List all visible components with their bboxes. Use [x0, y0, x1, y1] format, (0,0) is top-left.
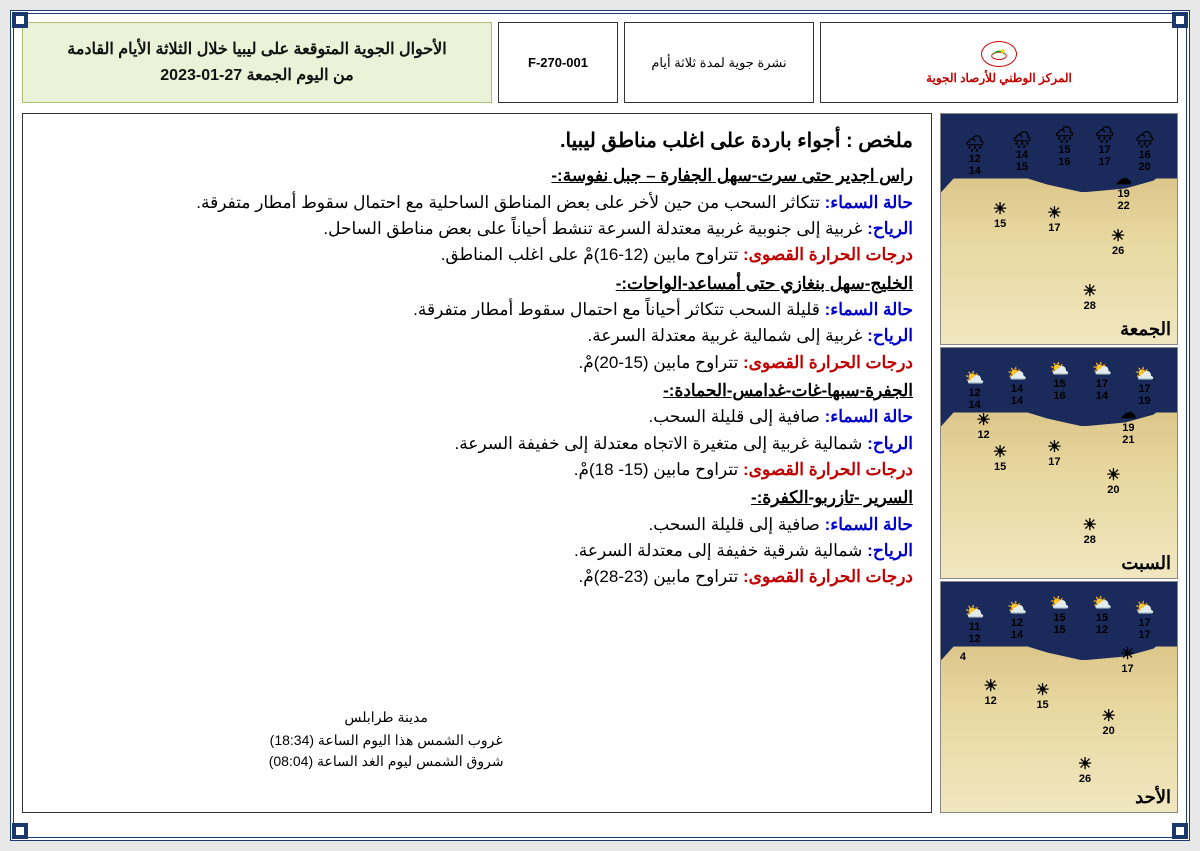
temp-line: درجات الحرارة القصوى: تتراوح مابين (15-2… — [41, 350, 913, 376]
forecast-map: ⛅1112 ⛅1214 ⛅1515 ⛅1512 ⛅1717☀17 4 ☀12 ☀15 ☀20 ☀2… — [940, 581, 1178, 813]
wind-label: الرياح: — [867, 219, 913, 238]
sky-label: حالة السماء: — [825, 300, 913, 319]
weather-point: ☀17 — [1047, 206, 1061, 234]
weather-point: ⛅1414 — [1007, 367, 1027, 407]
temp-line: درجات الحرارة القصوى: تتراوح مابين (23-2… — [41, 564, 913, 590]
temp-label: درجات الحرارة القصوى: — [743, 245, 913, 264]
weather-point: ☀15 — [993, 445, 1007, 473]
wind-line: الرياح: شمالية شرقية خفيفة إلى معتدلة ال… — [41, 538, 913, 564]
sky-line: حالة السماء: تتكاثر السحب من حين لأخر عل… — [41, 190, 913, 216]
title-line1: الأحوال الجوية المتوقعة على ليبيا خلال ا… — [67, 37, 446, 63]
weather-point: ☀28 — [1083, 518, 1097, 546]
corner-ornament — [12, 12, 28, 28]
weather-point: 🌧1214 — [965, 137, 985, 177]
temp-label: درجات الحرارة القصوى: — [743, 460, 913, 479]
form-code: F-270-001 — [498, 22, 618, 103]
region-block: السرير -تازربو-الكفرة:-حالة السماء: صافي… — [41, 485, 913, 590]
weather-point: ⛅1515 — [1050, 596, 1070, 636]
map-day-label: الأحد — [1135, 787, 1171, 808]
sky-line: حالة السماء: صافية إلى قليلة السحب. — [41, 512, 913, 538]
wind-line: الرياح: شمالية غربية إلى متغيرة الاتجاه … — [41, 431, 913, 457]
sky-label: حالة السماء: — [825, 515, 913, 534]
temp-line: درجات الحرارة القصوى: تتراوح مابين (15- … — [41, 457, 913, 483]
weather-point: ☀20 — [1106, 468, 1120, 496]
wind-label: الرياح: — [867, 541, 913, 560]
weather-point: ☀15 — [1035, 683, 1049, 711]
bulletin-type: نشرة جوية لمدة ثلاثة أيام — [624, 22, 814, 103]
sunrise-time: شروق الشمس ليوم الغد الساعة (08:04) — [269, 751, 504, 772]
weather-point: 🌧1516 — [1054, 128, 1074, 168]
sky-label: حالة السماء: — [825, 193, 913, 212]
region-name: السرير -تازربو-الكفرة:- — [41, 485, 913, 511]
weather-point: ⛅1719 — [1135, 367, 1155, 407]
weather-point: ⛅1717 — [1135, 601, 1155, 641]
weather-point: ⛅1214 — [1007, 601, 1027, 641]
temp-label: درجات الحرارة القصوى: — [743, 567, 913, 586]
sky-line: حالة السماء: صافية إلى قليلة السحب. — [41, 404, 913, 430]
weather-point: ☁1921 — [1120, 406, 1136, 446]
weather-point: 🌧1415 — [1012, 133, 1032, 173]
region-block: الخليج-سهل بنغازي حتى أمساعد-الواحات:-حا… — [41, 271, 913, 376]
corner-ornament — [12, 823, 28, 839]
region-name: الجفرة-سبها-غات-غدامس-الحمادة:- — [41, 378, 913, 404]
sky-line: حالة السماء: قليلة السحب تتكاثر أحياناً … — [41, 297, 913, 323]
forecast-map: 🌧1214 🌧1415 🌧1516 🌧1717 🌧1620☁1922 ☀15 ☀17 ☀26 ☀… — [940, 113, 1178, 345]
temp-line: درجات الحرارة القصوى: تتراوح مابين (12-1… — [41, 242, 913, 268]
weather-point: ⛅1516 — [1050, 362, 1070, 402]
weather-point: 4 — [960, 651, 966, 663]
region-block: الجفرة-سبها-غات-غدامس-الحمادة:-حالة السم… — [41, 378, 913, 483]
org-name: المركز الوطني للأرصاد الجوية — [926, 71, 1072, 85]
weather-point: ☀12 — [976, 413, 990, 441]
corner-ornament — [1172, 12, 1188, 28]
wind-line: الرياح: غربية إلى شمالية غربية معتدلة ال… — [41, 323, 913, 349]
weather-point: 🌧1620 — [1135, 133, 1155, 173]
weather-point: ⛅1112 — [965, 605, 985, 645]
temp-label: درجات الحرارة القصوى: — [743, 353, 913, 372]
corner-ornament — [1172, 823, 1188, 839]
weather-point: ☀17 — [1120, 647, 1134, 675]
forecast-text-panel: ملخص : أجواء باردة على اغلب مناطق ليبيا.… — [22, 113, 932, 813]
forecast-title-box: الأحوال الجوية المتوقعة على ليبيا خلال ا… — [22, 22, 492, 103]
weather-point: ☀20 — [1101, 709, 1115, 737]
weather-point: ⛅1512 — [1092, 596, 1112, 636]
weather-point: ☀26 — [1111, 229, 1125, 257]
sky-label: حالة السماء: — [825, 407, 913, 426]
region-name: راس اجدير حتى سرت-سهل الجفارة – جبل نفوس… — [41, 163, 913, 189]
title-line2: من اليوم الجمعة 27-01-2023 — [160, 63, 353, 89]
weather-point: ☀15 — [993, 202, 1007, 230]
summary-line: ملخص : أجواء باردة على اغلب مناطق ليبيا. — [41, 126, 913, 157]
org-logo-icon — [981, 41, 1017, 67]
map-day-label: السبت — [1121, 553, 1171, 574]
weather-point: ⛅1214 — [965, 371, 985, 411]
weather-point: 🌧1717 — [1094, 128, 1114, 168]
weather-point: ☀17 — [1047, 440, 1061, 468]
document-frame: الأحوال الجوية المتوقعة على ليبيا خلال ا… — [10, 10, 1190, 841]
sunset-time: غروب الشمس هذا اليوم الساعة (18:34) — [269, 730, 504, 751]
sun-times-box: مدينة طرابلس غروب الشمس هذا اليوم الساعة… — [269, 707, 504, 772]
main-content: 🌧1214 🌧1415 🌧1516 🌧1717 🌧1620☁1922 ☀15 ☀17 ☀26 ☀… — [22, 113, 1178, 813]
weather-point: ☀26 — [1078, 757, 1092, 785]
map-day-label: الجمعة — [1120, 319, 1171, 340]
wind-line: الرياح: غربية إلى جنوبية غربية معتدلة ال… — [41, 216, 913, 242]
wind-label: الرياح: — [867, 326, 913, 345]
weather-point: ☀28 — [1083, 284, 1097, 312]
weather-point: ☀12 — [983, 679, 997, 707]
header-row: الأحوال الجوية المتوقعة على ليبيا خلال ا… — [22, 22, 1178, 103]
organization-box: المركز الوطني للأرصاد الجوية — [820, 22, 1178, 103]
weather-point: ⛅1714 — [1092, 362, 1112, 402]
region-block: راس اجدير حتى سرت-سهل الجفارة – جبل نفوس… — [41, 163, 913, 268]
wind-label: الرياح: — [867, 434, 913, 453]
sun-city: مدينة طرابلس — [269, 707, 504, 728]
weather-point: ☁1922 — [1116, 172, 1132, 212]
maps-column: 🌧1214 🌧1415 🌧1516 🌧1717 🌧1620☁1922 ☀15 ☀17 ☀26 ☀… — [940, 113, 1178, 813]
region-name: الخليج-سهل بنغازي حتى أمساعد-الواحات:- — [41, 271, 913, 297]
forecast-map: ⛅1214 ⛅1414 ⛅1516 ⛅1714 ⛅1719☁1921 ☀12☀15 ☀17 ☀… — [940, 347, 1178, 579]
